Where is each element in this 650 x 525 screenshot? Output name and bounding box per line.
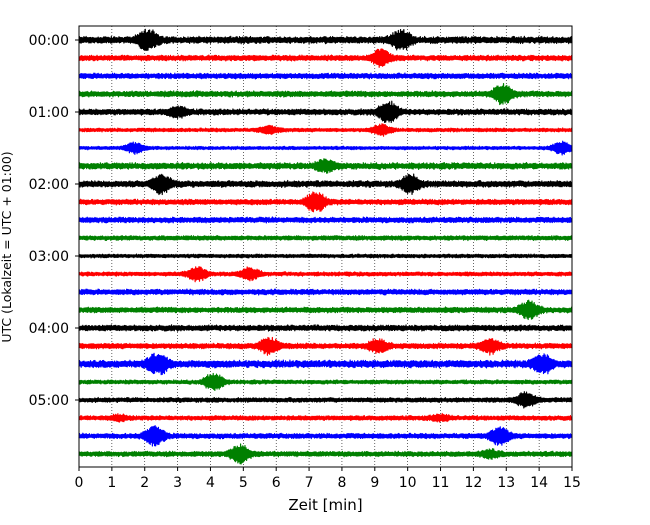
trace-0530 <box>78 425 573 447</box>
plot-frame <box>78 25 573 468</box>
trace-0415 <box>78 336 573 356</box>
trace-0130 <box>78 140 573 156</box>
y-tick-label: 05:00 <box>29 393 69 409</box>
trace-0500 <box>78 391 573 409</box>
trace-0200 <box>78 173 573 196</box>
x-tick-label: 2 <box>140 475 149 491</box>
trace-0515 <box>78 412 573 423</box>
y-axis-ticks: 00:00 01:00 02:00 03:00 04:00 05:00 <box>29 33 79 409</box>
y-tick-label: 01:00 <box>29 105 69 121</box>
trace-0430 <box>78 352 573 376</box>
x-tick-label: 10 <box>399 475 417 491</box>
x-tick-label: 6 <box>272 475 281 491</box>
trace-0115 <box>78 123 573 137</box>
y-tick-label: 04:00 <box>29 321 69 337</box>
x-tick-label: 3 <box>173 475 182 491</box>
x-tick-label: 14 <box>530 475 548 491</box>
y-tick-label: 00:00 <box>29 33 69 49</box>
x-tick-label: 5 <box>239 475 248 491</box>
trace-0445 <box>78 372 573 392</box>
trace-0030 <box>78 72 573 80</box>
y-axis-label: UTC (Lokalzeit = UTC + 01:00) <box>0 151 14 342</box>
trace-0545 <box>78 443 573 465</box>
y-tick-label: 02:00 <box>29 177 69 193</box>
x-tick-label: 1 <box>107 475 116 491</box>
x-tick-label: 15 <box>563 475 581 491</box>
x-tick-label: 8 <box>337 475 346 491</box>
x-axis-ticks: 0 1 2 3 4 5 6 7 8 9 10 11 12 13 14 15 <box>75 467 581 491</box>
trace-0315 <box>78 266 573 283</box>
x-tick-label: 12 <box>464 475 482 491</box>
x-tick-label: 0 <box>75 475 84 491</box>
trace-0015 <box>78 48 573 68</box>
trace-group <box>78 28 573 465</box>
trace-0145 <box>78 158 573 174</box>
x-tick-label: 11 <box>432 475 450 491</box>
trace-0400 <box>78 324 573 332</box>
x-axis-label: Zeit [min] <box>288 496 362 514</box>
trace-0045 <box>78 83 573 106</box>
x-tick-label: 7 <box>305 475 314 491</box>
x-tick-label: 4 <box>206 475 215 491</box>
trace-0330 <box>78 288 573 296</box>
trace-0230 <box>78 216 573 224</box>
trace-0100 <box>78 100 573 124</box>
x-tick-label: 9 <box>370 475 379 491</box>
trace-0215 <box>78 191 573 213</box>
trace-0000 <box>78 28 573 52</box>
trace-0300 <box>78 253 573 259</box>
trace-0345 <box>78 299 573 321</box>
x-tick-label: 13 <box>497 475 515 491</box>
trace-0245 <box>78 235 573 242</box>
y-tick-label: 03:00 <box>29 249 69 265</box>
